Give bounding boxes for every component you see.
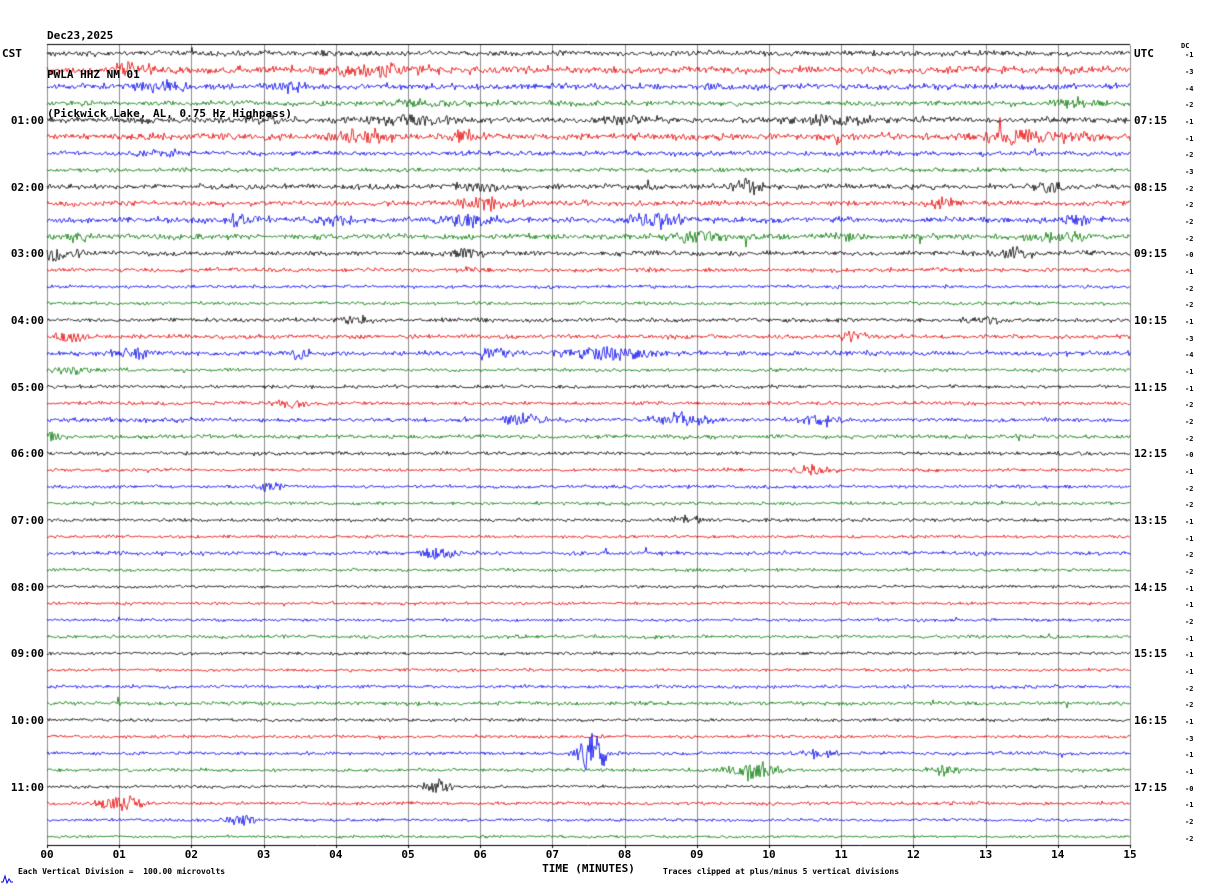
left-time-label: 09:00 <box>10 647 44 661</box>
right-time-label: 09:15 <box>1134 247 1168 261</box>
dc-value: -2 <box>1185 418 1194 426</box>
dc-value: -2 <box>1185 434 1194 443</box>
dc-value: -3 <box>1185 168 1194 176</box>
dc-value: -1 <box>1185 668 1194 676</box>
left-time-label: 01:00 <box>10 114 44 127</box>
left-time-label: 05:00 <box>10 380 44 394</box>
left-time-label: 03:00 <box>10 247 44 261</box>
left-time-label: 07:00 <box>10 514 44 527</box>
x-tick-label: 14 <box>1051 848 1065 861</box>
left-time-label: 11:00 <box>10 780 44 794</box>
x-axis-title: TIME (MINUTES) <box>542 862 635 875</box>
right-time-label: 11:15 <box>1134 380 1168 394</box>
dc-value: -2 <box>1185 834 1194 843</box>
x-tick-label: 00 <box>40 848 54 861</box>
station-label: PWLA HHZ NM 01 <box>47 68 140 81</box>
dc-value: -2 <box>1185 818 1194 826</box>
right-time-label: 16:15 <box>1134 714 1168 727</box>
dc-value: -1 <box>1185 118 1194 126</box>
dc-value: -1 <box>1185 801 1194 810</box>
x-tick-label: 15 <box>1123 848 1137 861</box>
header: Dec23,2025 PWLA HHZ NM 01 (Pickwick Lake… <box>47 3 292 146</box>
dc-value: -1 <box>1185 318 1194 326</box>
dc-value: -3 <box>1185 334 1194 343</box>
x-tick-label: 04 <box>329 848 343 861</box>
dc-value: -2 <box>1185 301 1194 310</box>
dc-value: -1 <box>1185 384 1194 393</box>
x-tick-label: 07 <box>545 848 560 861</box>
right-time-label: 08:15 <box>1134 180 1168 194</box>
dc-value: -2 <box>1185 684 1194 693</box>
left-time-label: 04:00 <box>10 314 44 327</box>
x-tick-label: 10 <box>762 848 776 861</box>
dc-value: -4 <box>1185 351 1194 360</box>
footer-scale-note: Each Vertical Division = 100.00 microvol… <box>18 867 226 876</box>
dc-value: -1 <box>1185 518 1194 526</box>
right-time-label: 13:15 <box>1134 514 1168 527</box>
dc-value: -2 <box>1185 501 1194 510</box>
logo-mark <box>1 874 13 884</box>
left-time-label: 06:00 <box>10 447 44 461</box>
x-tick-label: 11 <box>834 848 848 861</box>
dc-value: -1 <box>1185 534 1194 543</box>
dc-value: -1 <box>1185 718 1194 726</box>
right-time-label: 12:15 <box>1134 447 1168 461</box>
dc-value: -2 <box>1185 201 1194 210</box>
right-time-label: 17:15 <box>1134 780 1168 794</box>
dc-value: -1 <box>1185 768 1194 776</box>
right-time-label: 10:15 <box>1134 314 1168 327</box>
right-time-label: 15:15 <box>1134 647 1168 661</box>
dc-value: -1 <box>1185 268 1194 276</box>
dc-value: -2 <box>1185 284 1194 293</box>
x-tick-label: 05 <box>401 848 415 861</box>
right-axis-corner-label: UTC <box>1134 47 1154 61</box>
x-tick-label: 08 <box>617 848 632 861</box>
left-time-label: 02:00 <box>10 180 44 194</box>
dc-value: -1 <box>1185 368 1194 376</box>
dc-value: -2 <box>1185 551 1194 560</box>
left-axis-corner-label: CST <box>2 47 22 61</box>
dc-value: -2 <box>1185 151 1194 160</box>
right-time-label: 07:15 <box>1134 114 1168 127</box>
dc-value: -2 <box>1185 234 1194 243</box>
x-tick-label: 01 <box>112 848 126 861</box>
x-tick-label: 06 <box>473 848 487 861</box>
dc-value: -2 <box>1185 568 1194 576</box>
dc-value: -2 <box>1185 184 1194 193</box>
dc-value: -2 <box>1185 401 1194 410</box>
x-tick-label: 13 <box>978 848 993 861</box>
date-label: Dec23,2025 <box>47 29 114 42</box>
footer-clip-note: Traces clipped at plus/minus 5 vertical … <box>663 867 900 876</box>
dc-value: -2 <box>1185 701 1194 710</box>
dc-value: -3 <box>1185 734 1194 743</box>
dc-value: -1 <box>1185 601 1194 610</box>
x-tick-label: 12 <box>906 848 921 861</box>
left-time-label: 08:00 <box>10 580 44 594</box>
dc-value: -4 <box>1185 84 1194 93</box>
dc-value: -1 <box>1185 51 1194 60</box>
dc-value: -2 <box>1185 618 1194 626</box>
dc-value: -1 <box>1185 651 1194 660</box>
dc-value: -0 <box>1185 784 1194 793</box>
dc-value: -1 <box>1185 584 1194 593</box>
right-time-label: 14:15 <box>1134 580 1168 594</box>
dc-header: DC <box>1181 42 1190 50</box>
dc-value: -1 <box>1185 751 1194 760</box>
dc-value: -2 <box>1185 484 1194 493</box>
x-tick-label: 02 <box>184 848 199 861</box>
dc-value: -1 <box>1185 634 1194 643</box>
dc-value: -2 <box>1185 218 1194 226</box>
dc-value: -1 <box>1185 134 1194 143</box>
x-tick-label: 09 <box>690 848 704 861</box>
filter-label: (Pickwick Lake, AL, 0.75 Hz Highpass) <box>47 107 293 120</box>
dc-value: -0 <box>1185 451 1194 460</box>
dc-value: -2 <box>1185 101 1194 110</box>
dc-value: -3 <box>1185 68 1194 76</box>
left-time-label: 10:00 <box>10 714 44 727</box>
x-tick-label: 03 <box>256 848 271 861</box>
dc-value: -0 <box>1185 251 1194 260</box>
dc-value: -1 <box>1185 468 1194 476</box>
